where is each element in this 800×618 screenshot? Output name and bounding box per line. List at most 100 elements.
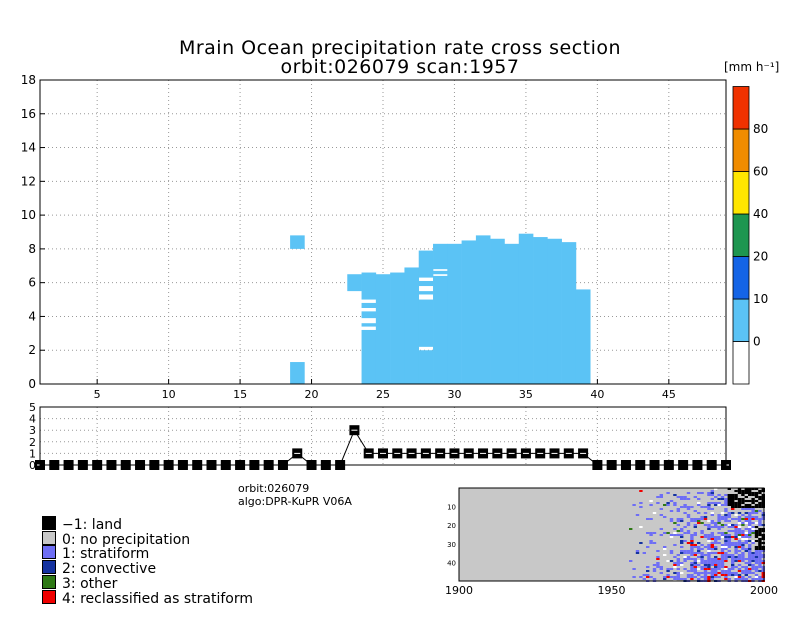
- map-cell: [737, 542, 742, 544]
- map-cell: [686, 574, 691, 576]
- map-cell: [754, 558, 759, 560]
- map-cell: [646, 576, 650, 578]
- map-cell: [734, 566, 738, 568]
- map-cell: [649, 504, 653, 506]
- map-cell: [680, 542, 684, 544]
- map-cell: [731, 568, 735, 570]
- map-cell: [741, 538, 745, 540]
- map-cell: [683, 560, 687, 562]
- map-cell: [659, 508, 663, 510]
- map-cell: [720, 536, 725, 538]
- map-cell: [714, 542, 718, 544]
- map-cell: [731, 558, 735, 560]
- map-cell: [724, 502, 728, 504]
- map-cell: [734, 572, 738, 574]
- map-cell: [720, 562, 725, 564]
- map-cell: [741, 576, 745, 578]
- map-cell: [700, 532, 704, 534]
- map-cell: [720, 552, 725, 554]
- map-cell: [659, 566, 663, 568]
- map-cell: [710, 552, 714, 554]
- map-cell: [744, 578, 748, 580]
- map-cell: [697, 572, 701, 574]
- map-cell: [714, 558, 718, 560]
- map-cell: [758, 502, 762, 504]
- map-cell: [676, 518, 680, 520]
- map-cell: [707, 494, 711, 496]
- map-cell: [748, 572, 752, 574]
- map-cell: [703, 516, 708, 518]
- map-cell: [720, 498, 725, 500]
- map-cell: [649, 532, 653, 534]
- map-cell: [758, 550, 762, 552]
- map-cell: [761, 570, 765, 572]
- map-cell: [720, 564, 725, 566]
- map-cell: [727, 538, 731, 540]
- map-cell: [751, 566, 755, 568]
- map-cell: [710, 572, 714, 574]
- map-cell: [734, 514, 738, 516]
- map-cell: [741, 514, 745, 516]
- map-cell: [737, 556, 742, 558]
- map-cell: [693, 576, 697, 578]
- map-cell: [737, 554, 742, 556]
- map-cell: [751, 552, 755, 554]
- map-cell: [690, 548, 694, 550]
- map-cell: [741, 500, 745, 502]
- map-cell: [727, 488, 731, 490]
- map-cell: [724, 508, 728, 510]
- map-cell: [669, 576, 674, 578]
- x-tick-label: 40: [590, 388, 604, 401]
- map-cell: [714, 496, 718, 498]
- map-cell: [754, 560, 759, 562]
- map-cell: [714, 576, 718, 578]
- map-cell: [714, 502, 718, 504]
- map-cell: [676, 568, 680, 570]
- colorbar: 0 10 20 40 60 80: [732, 86, 768, 385]
- y-tick-label: 14: [21, 141, 36, 155]
- map-cell: [707, 492, 711, 494]
- map-cell: [744, 540, 748, 542]
- map-cell: [761, 542, 765, 544]
- map-cell: [720, 560, 725, 562]
- map-cell: [741, 542, 745, 544]
- map-cell: [686, 550, 691, 552]
- map-cell: [690, 542, 694, 544]
- legend-swatch: [42, 589, 56, 604]
- map-cell: [741, 492, 745, 494]
- map-cell: [686, 492, 691, 494]
- map-cell: [751, 502, 755, 504]
- map-cell: [673, 562, 677, 564]
- map-cell: [700, 560, 704, 562]
- map-cell: [734, 556, 738, 558]
- map-cell: [683, 526, 687, 528]
- map-cell: [697, 548, 701, 550]
- map-cell: [754, 522, 759, 524]
- y-tick-label: 0: [28, 377, 36, 391]
- map-cell: [693, 562, 697, 564]
- map-cell: [744, 496, 748, 498]
- map-cell: [744, 492, 748, 494]
- colorbar-label: 10: [753, 292, 768, 306]
- map-cell: [741, 566, 745, 568]
- map-cell: [680, 498, 684, 500]
- map-cell: [717, 494, 721, 496]
- precip-type-map: 10 20 30 40 1900 1950 2000: [445, 487, 778, 597]
- map-cell: [758, 576, 762, 578]
- map-cell: [724, 570, 728, 572]
- map-cell: [707, 564, 711, 566]
- map-cell: [686, 570, 691, 572]
- map-cell: [686, 532, 691, 534]
- map-cell: [761, 554, 765, 556]
- map-cell: [748, 522, 752, 524]
- rain-cell: [290, 362, 305, 384]
- map-cell: [673, 522, 677, 524]
- map-cell: [680, 534, 684, 536]
- map-cell: [744, 488, 748, 490]
- map-cell: [748, 562, 752, 564]
- rain-cell: [361, 329, 377, 384]
- map-cell: [686, 542, 691, 544]
- map-cell: [731, 564, 735, 566]
- rain-cell: [347, 274, 362, 292]
- map-cell: [673, 572, 677, 574]
